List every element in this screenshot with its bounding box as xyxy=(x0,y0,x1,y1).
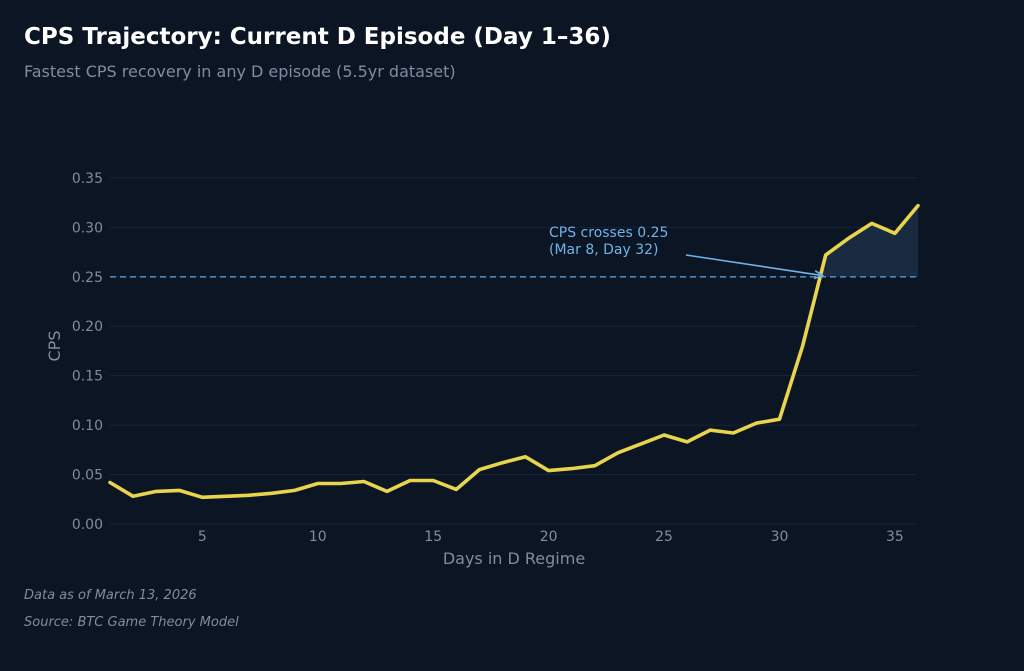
shaded-region xyxy=(820,205,918,277)
y-tick-label: 0.20 xyxy=(72,319,103,335)
y-tick-label: 0.25 xyxy=(72,270,103,286)
y-tick-label: 0.30 xyxy=(72,220,103,236)
series-layer xyxy=(108,203,920,500)
y-tick-label: 0.10 xyxy=(72,418,103,434)
x-tick-label: 10 xyxy=(309,529,327,545)
x-tick-label: 30 xyxy=(771,529,789,545)
x-tick-label: 25 xyxy=(655,529,673,545)
annotation-arrowhead xyxy=(813,270,825,280)
y-axis-label: CPS xyxy=(45,331,64,362)
shaded-region-layer xyxy=(820,205,918,277)
y-tick-label: 0.15 xyxy=(72,369,103,385)
source-note: Source: BTC Game Theory Model xyxy=(24,615,239,630)
x-tick-label: 20 xyxy=(540,529,558,545)
y-tick-label: 0.00 xyxy=(72,517,103,533)
x-tick-label: 15 xyxy=(424,529,442,545)
y-axis-ticks: 0.00 0.05 0.10 0.15 0.20 0.25 0.30 0.35 xyxy=(72,171,103,533)
x-tick-label: 35 xyxy=(886,529,904,545)
annotation-text-line: (Mar 8, Day 32) xyxy=(549,242,659,258)
chart-title: CPS Trajectory: Current D Episode (Day 1… xyxy=(24,24,611,50)
y-tick-label: 0.05 xyxy=(72,468,103,484)
annotation-layer: CPS crosses 0.25(Mar 8, Day 32) xyxy=(549,225,825,280)
x-tick-label: 5 xyxy=(198,529,207,545)
annotation-arrow-line xyxy=(685,254,821,277)
y-tick-label: 0.35 xyxy=(72,171,103,187)
data-date-note: Data as of March 13, 2026 xyxy=(24,588,197,603)
annotation-text-line: CPS crosses 0.25 xyxy=(549,225,668,241)
x-axis-label: Days in D Regime xyxy=(443,549,585,568)
grid-lines xyxy=(110,177,918,525)
chart-subtitle: Fastest CPS recovery in any D episode (5… xyxy=(24,62,456,81)
x-axis-ticks: 5 10 15 20 25 30 35 xyxy=(198,529,904,545)
series-line-cps xyxy=(108,203,920,500)
